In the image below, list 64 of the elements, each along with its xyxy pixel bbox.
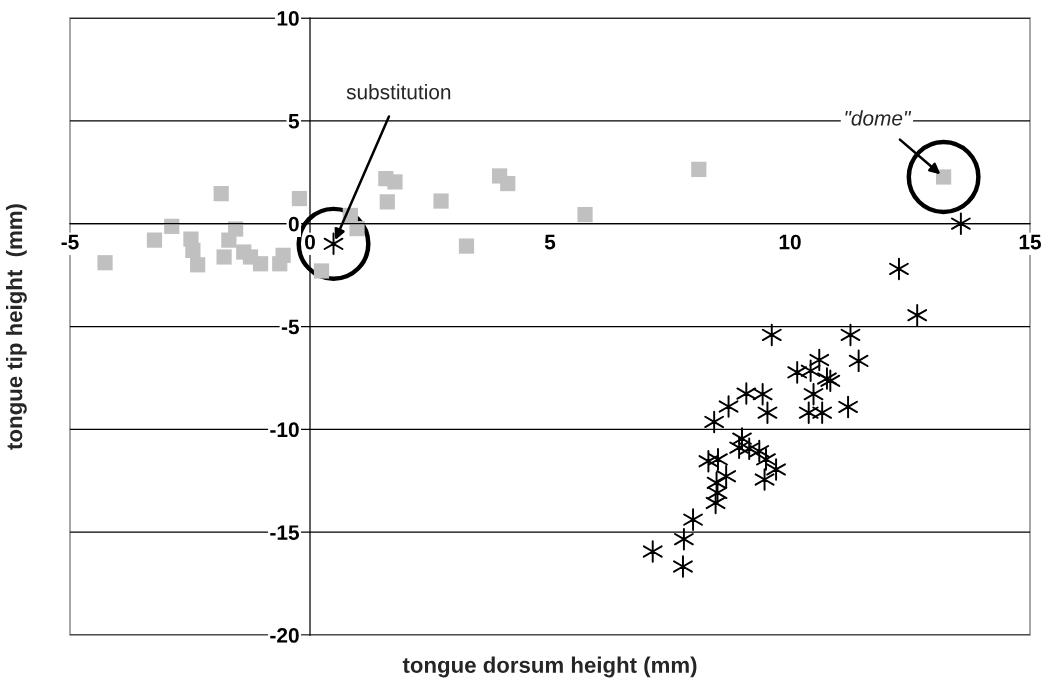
point	[787, 361, 808, 384]
point	[704, 410, 725, 434]
y-tick-label: 0	[288, 216, 299, 232]
point	[216, 249, 232, 265]
point	[907, 303, 928, 327]
y-tick-label: -15	[270, 525, 300, 540]
point	[838, 395, 858, 419]
point	[766, 458, 786, 481]
x-tick-label: 0	[305, 234, 315, 250]
point	[950, 212, 971, 235]
point	[185, 242, 201, 259]
y-tick-label: 5	[288, 114, 299, 129]
annotation: substitution	[346, 84, 451, 100]
point	[809, 348, 830, 372]
point	[889, 257, 909, 281]
point	[800, 359, 821, 382]
point	[221, 232, 237, 248]
point	[757, 401, 778, 424]
x-tick-label: 10	[779, 234, 801, 250]
point	[252, 256, 269, 272]
y-axis-title: tongue tip height (mm)	[5, 204, 27, 450]
point	[673, 555, 693, 578]
point	[691, 161, 707, 177]
point	[213, 186, 229, 202]
point	[433, 193, 449, 209]
point	[812, 401, 833, 424]
point	[761, 323, 782, 347]
point	[674, 527, 694, 551]
point	[313, 263, 330, 279]
point	[736, 382, 757, 405]
y-tick-label: -5	[281, 319, 299, 335]
point	[754, 468, 775, 491]
point	[387, 174, 403, 190]
point	[349, 221, 365, 237]
y-tick-label: -10	[270, 422, 299, 438]
y-tick-label: -20	[270, 628, 299, 643]
y-tick-label: 10	[277, 11, 299, 26]
point	[749, 439, 770, 463]
point	[756, 448, 776, 471]
point	[379, 194, 395, 210]
point	[275, 247, 291, 263]
point	[164, 218, 180, 234]
point	[577, 207, 593, 223]
point	[500, 175, 516, 192]
point	[291, 190, 308, 207]
point	[708, 448, 728, 471]
point	[642, 540, 663, 563]
point	[798, 401, 819, 424]
point	[716, 464, 737, 488]
x-tick-label: -5	[61, 234, 79, 250]
point	[729, 436, 750, 459]
point	[97, 255, 113, 271]
point	[718, 395, 739, 418]
point	[683, 508, 703, 531]
point	[752, 382, 773, 406]
annotation: "dome"	[845, 110, 912, 126]
point	[705, 491, 726, 515]
point	[146, 232, 163, 248]
point	[458, 238, 475, 254]
x-tick-label: 5	[544, 234, 556, 250]
x-axis-title: tongue dorsum height (mm)	[402, 656, 697, 678]
point	[848, 349, 869, 373]
x-tick-label: 15	[1019, 234, 1042, 250]
point	[190, 257, 206, 273]
